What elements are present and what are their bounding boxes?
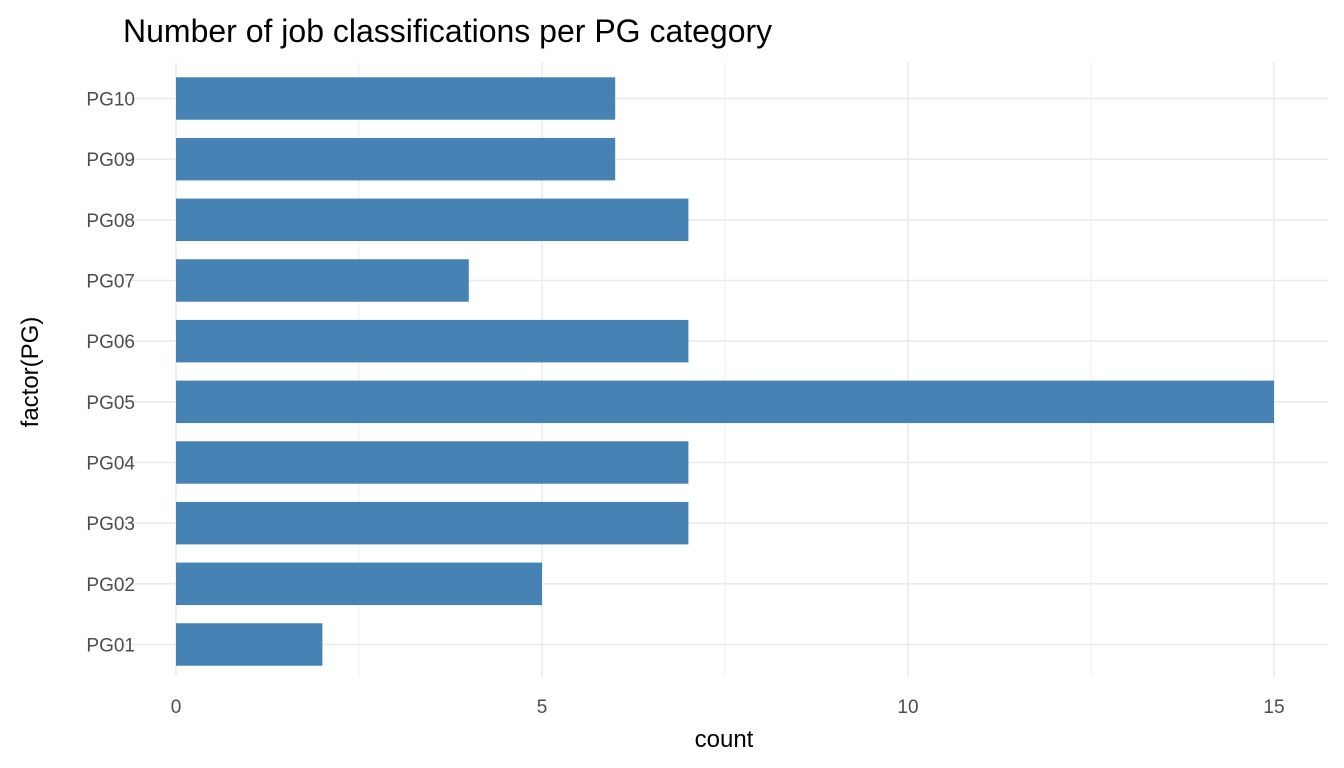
y-tick-label: PG07 [86,272,135,293]
x-axis-title: count [695,726,754,753]
y-tick-label: PG05 [86,393,135,414]
bar-pg10 [176,77,616,120]
bar-pg06 [176,319,689,363]
bar-pg02 [176,562,542,606]
x-tick-label: 5 [537,697,548,718]
y-tick-label: PG09 [86,150,135,171]
y-tick-label: PG10 [86,90,135,111]
y-axis-title: factor(PG) [17,317,44,428]
y-tick-label: PG02 [86,575,135,596]
y-tick-label: PG08 [86,211,135,232]
x-axis-tick-labels: 0 5 10 15 [171,697,1285,718]
x-tick-label: 0 [171,697,182,718]
y-tick-label: PG03 [86,514,135,535]
x-tick-label: 10 [897,697,918,718]
y-tick-label: PG04 [86,454,135,475]
chart-title: Number of job classifications per PG cat… [123,13,772,49]
bar-pg01 [176,623,323,666]
bar-pg07 [176,259,469,302]
bar-pg09 [176,137,616,181]
bars [176,77,1274,666]
bar-pg05 [176,380,1274,424]
x-tick-label: 15 [1263,697,1284,718]
bar-pg04 [176,441,689,484]
bar-pg08 [176,198,689,242]
y-tick-label: PG01 [86,636,135,657]
y-tick-label: PG06 [86,332,135,353]
y-axis-tick-labels: PG01 PG02 PG03 PG04 PG05 PG06 PG07 PG08 PG09 PG10 [86,90,135,657]
bar-pg03 [176,501,689,545]
